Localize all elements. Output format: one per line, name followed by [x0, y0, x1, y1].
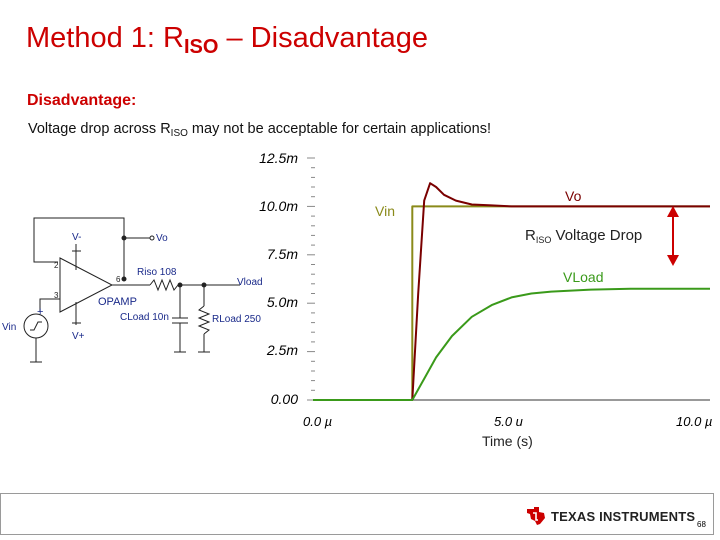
cload-label: CLoad 10n	[120, 312, 169, 323]
vin-source-label: Vin	[2, 322, 16, 333]
pin-2-label: 2	[54, 261, 59, 270]
x-tick-label: 0.0 µ	[303, 414, 333, 429]
opamp-label: OPAMP	[98, 296, 137, 308]
pin-6-label: 6	[116, 275, 121, 284]
vplus-label: V+	[72, 331, 85, 342]
voltage-drop-arrow	[667, 206, 679, 266]
y-tick-label: 2.5m	[266, 342, 298, 358]
riso-label: Riso 108	[137, 267, 177, 278]
y-tick-label: 7.5m	[266, 246, 298, 262]
vload-label: Vload	[237, 277, 263, 288]
vo-label: Vo	[156, 233, 168, 244]
vo-curve-label: Vo	[565, 188, 582, 204]
series-line-vin	[313, 205, 710, 401]
page-number: 68	[697, 520, 706, 529]
series-line-vo	[313, 182, 710, 401]
y-tick-label: 5.0m	[266, 294, 298, 310]
waveform-chart: Vin Vo VLoad RISO Voltage Drop	[307, 157, 710, 401]
title-text-end: – Disadvantage	[218, 22, 429, 54]
x-tick-label: 5.0 u	[494, 414, 523, 429]
plus-sign: +	[37, 306, 43, 318]
body-text: Voltage drop across RISO may not be acce…	[28, 121, 491, 139]
opamp-schematic: V- V+ Vo Riso 108 Vload OPAMP CLoad 10n …	[2, 217, 263, 363]
rload-label: RLoad 250	[212, 314, 261, 325]
series-layer	[313, 182, 710, 401]
voltage-drop-label: RISO Voltage Drop	[525, 227, 642, 245]
series-line-vload	[313, 287, 710, 401]
title-text: Method 1: R	[26, 22, 184, 54]
y-axis-ticks	[307, 157, 315, 401]
subheading: Disadvantage:	[27, 92, 137, 109]
body-text-start: Voltage drop across R	[28, 121, 171, 137]
slide-title: Method 1: RISO – Disadvantage	[26, 22, 428, 59]
y-tick-label: 12.5m	[259, 150, 298, 166]
pin-3-label: 3	[54, 291, 59, 300]
vminus-label: V-	[72, 232, 81, 243]
x-tick-label: 10.0 µ	[676, 414, 713, 429]
y-tick-label: 0.00	[270, 391, 298, 407]
vload-curve-label: VLoad	[563, 269, 603, 285]
footer-bar	[0, 493, 714, 535]
y-tick-label: 10.0m	[259, 198, 298, 214]
body-subscript: ISO	[170, 128, 188, 139]
title-subscript: ISO	[183, 36, 219, 58]
brand-name: TEXAS INSTRUMENTS	[551, 509, 696, 524]
x-axis-title: Time (s)	[482, 433, 533, 449]
vin-curve-label: Vin	[375, 203, 395, 219]
body-text-end: may not be acceptable for certain applic…	[187, 121, 491, 137]
ti-logo-icon	[527, 507, 545, 525]
